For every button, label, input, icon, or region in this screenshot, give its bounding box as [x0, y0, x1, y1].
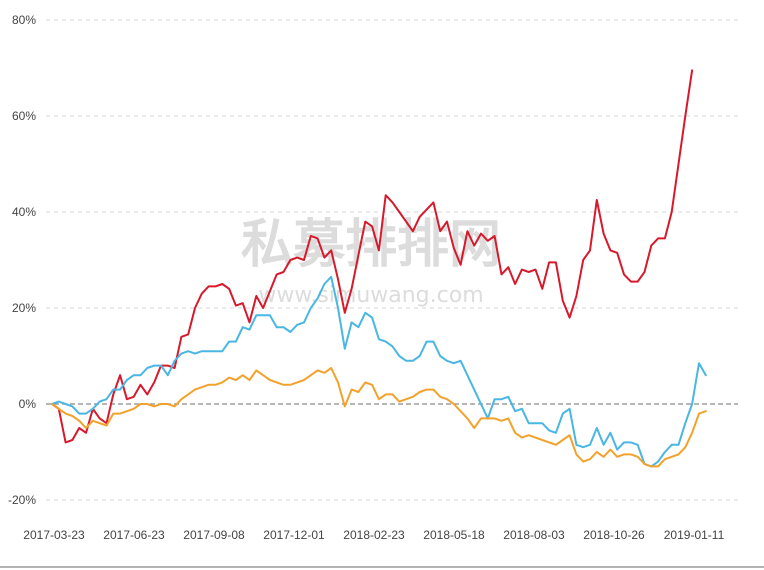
x-tick-label: 2017-12-01 [263, 528, 325, 542]
series-lines [51, 69, 707, 468]
y-axis-tick-labels: 80% 60% 40% 20% 0% -20% [8, 13, 36, 507]
y-tick-label: 20% [12, 301, 36, 315]
series-line-2 [51, 275, 707, 468]
y-tick-label: -20% [8, 493, 36, 507]
x-tick-label: 2018-10-26 [583, 528, 645, 542]
series-line-1 [51, 69, 694, 444]
y-tick-label: 80% [12, 13, 36, 27]
x-tick-label: 2018-05-18 [423, 528, 485, 542]
x-tick-label: 2019-01-11 [664, 528, 725, 542]
y-tick-label: 0% [19, 397, 37, 411]
watermark-main-text: 私募排排网 [241, 215, 501, 275]
x-axis-tick-labels: 2017-03-23 2017-06-23 2017-09-08 2017-12-01… [23, 528, 724, 542]
y-tick-label: 60% [12, 109, 36, 123]
x-tick-label: 2017-03-23 [23, 528, 85, 542]
y-tick-label: 40% [12, 205, 36, 219]
x-tick-label: 2017-06-23 [103, 528, 165, 542]
watermark-url-text: www.simuwang.com [258, 283, 483, 308]
series-line-3 [51, 367, 707, 468]
x-tick-label: 2018-02-23 [343, 528, 405, 542]
x-tick-label: 2017-09-08 [183, 528, 245, 542]
x-tick-label: 2018-08-03 [503, 528, 565, 542]
